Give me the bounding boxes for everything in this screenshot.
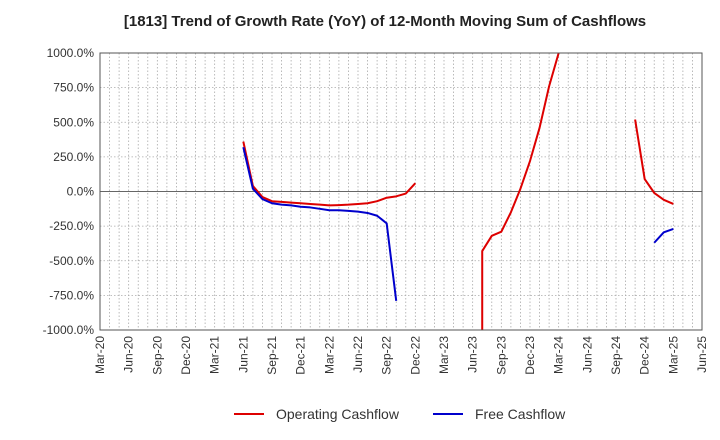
y-tick-label: 0.0% bbox=[67, 185, 95, 199]
series-line-operating-cashflow bbox=[634, 119, 674, 205]
series-line-free-cashflow bbox=[653, 227, 674, 244]
x-tick-label: Dec-21 bbox=[294, 336, 308, 375]
y-tick-label: -1000.0% bbox=[43, 323, 95, 337]
x-tick-label: Mar-21 bbox=[208, 336, 222, 374]
y-tick-label: -250.0% bbox=[49, 219, 94, 233]
y-tick-label: 750.0% bbox=[53, 81, 94, 95]
x-tick-label: Jun-21 bbox=[236, 336, 250, 373]
x-tick-label: Dec-22 bbox=[408, 336, 422, 375]
x-tick-label: Jun-22 bbox=[351, 336, 365, 373]
y-tick-label: 250.0% bbox=[53, 150, 94, 164]
x-tick-label: Mar-23 bbox=[437, 336, 451, 374]
series-line-operating-cashflow bbox=[242, 141, 417, 207]
legend-label: Free Cashflow bbox=[475, 406, 566, 422]
x-tick-label: Sep-21 bbox=[265, 336, 279, 375]
chart-title: [1813] Trend of Growth Rate (YoY) of 12-… bbox=[124, 13, 646, 30]
x-tick-label: Dec-20 bbox=[179, 336, 193, 375]
plot-series bbox=[242, 53, 674, 330]
x-tick-label: Mar-22 bbox=[322, 336, 336, 374]
x-tick-label: Sep-24 bbox=[609, 336, 623, 375]
x-tick-label: Jun-25 bbox=[695, 336, 709, 373]
plot-frame bbox=[99, 52, 703, 331]
x-tick-label: Mar-25 bbox=[666, 336, 680, 374]
x-tick-label: Sep-22 bbox=[380, 336, 394, 375]
x-tick-label: Dec-23 bbox=[523, 336, 537, 375]
x-tick-label: Jun-23 bbox=[466, 336, 480, 373]
x-tick-label: Jun-20 bbox=[122, 336, 136, 373]
y-tick-label: 1000.0% bbox=[47, 46, 95, 60]
legend-label: Operating Cashflow bbox=[276, 406, 400, 422]
x-tick-label: Mar-20 bbox=[93, 336, 107, 374]
legend: Operating Cashflow Free Cashflow bbox=[234, 406, 566, 422]
x-tick-label: Mar-24 bbox=[552, 336, 566, 374]
y-axis-ticks: 1000.0% 750.0% 500.0% 250.0% 0.0% -250.0% -500… bbox=[43, 46, 95, 337]
x-tick-label: Sep-23 bbox=[494, 336, 508, 375]
series-line-free-cashflow bbox=[242, 146, 398, 302]
x-tick-label: Sep-20 bbox=[150, 336, 164, 375]
x-tick-label: Jun-24 bbox=[580, 336, 594, 373]
x-axis-ticks: Mar-20 Jun-20 Sep-20 Dec-20 Mar-21 Jun-21 Sep-… bbox=[93, 336, 709, 375]
y-tick-label: -500.0% bbox=[49, 254, 94, 268]
x-tick-label: Dec-24 bbox=[638, 336, 652, 375]
y-tick-label: -750.0% bbox=[49, 288, 94, 302]
series-line-operating-cashflow bbox=[481, 53, 560, 330]
y-tick-label: 500.0% bbox=[53, 115, 94, 129]
grid bbox=[100, 53, 702, 330]
